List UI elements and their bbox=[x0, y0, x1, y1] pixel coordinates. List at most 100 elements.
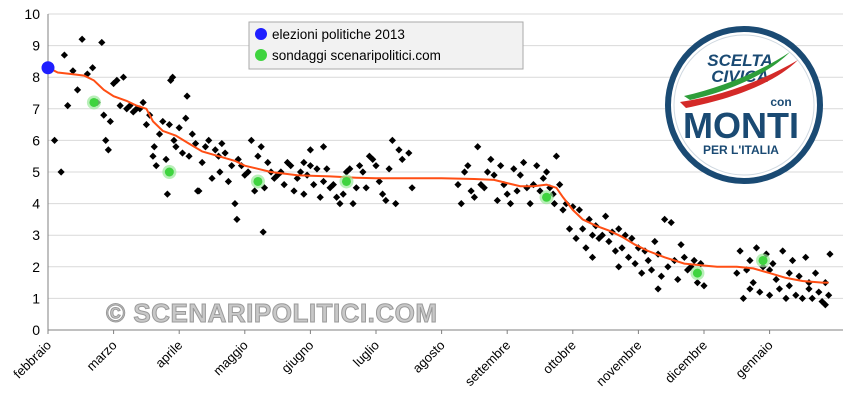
poll-point bbox=[257, 143, 265, 151]
y-axis-tick-labels: 0 1 2 3 4 5 6 7 8 9 10 bbox=[24, 6, 40, 338]
poll-point bbox=[113, 76, 121, 84]
poll-point bbox=[362, 184, 370, 192]
poll-point bbox=[483, 168, 492, 176]
poll-point bbox=[493, 196, 501, 205]
poll-point bbox=[562, 200, 570, 208]
poll-point bbox=[98, 38, 106, 47]
poll-point bbox=[631, 260, 639, 268]
poll-point bbox=[739, 294, 747, 302]
poll-point bbox=[224, 177, 232, 186]
x-tick-label: ottobre bbox=[540, 338, 579, 377]
y-tick-label: 4 bbox=[32, 196, 40, 212]
poll-point bbox=[602, 212, 610, 220]
poll-point bbox=[60, 51, 68, 59]
poll-point bbox=[615, 225, 623, 233]
poll-point bbox=[533, 162, 541, 170]
poll-point bbox=[57, 168, 65, 176]
poll-point bbox=[104, 146, 112, 154]
logo-text-civica: CIVICA bbox=[711, 67, 769, 86]
poll-point bbox=[102, 136, 110, 144]
poll-point bbox=[73, 86, 82, 94]
poll-point bbox=[211, 146, 219, 154]
poll-point bbox=[700, 282, 708, 290]
poll-point bbox=[516, 171, 524, 179]
poll-point bbox=[693, 279, 702, 287]
poll-point bbox=[198, 158, 206, 167]
poll-point bbox=[644, 256, 652, 265]
poll-point bbox=[513, 187, 521, 195]
y-tick-label: 8 bbox=[32, 69, 40, 85]
logo-text-per-litalia: PER L'ITALIA bbox=[703, 143, 779, 157]
poll-point bbox=[150, 143, 158, 151]
poll-point bbox=[274, 171, 282, 179]
poll-point bbox=[766, 266, 774, 274]
poll-point bbox=[477, 181, 485, 189]
poll-point bbox=[290, 187, 298, 195]
poll-point bbox=[326, 184, 334, 192]
x-tick-label: novembre bbox=[593, 338, 644, 389]
poll-point bbox=[159, 117, 167, 126]
poll-point bbox=[149, 152, 157, 160]
y-tick-label: 9 bbox=[32, 38, 40, 54]
poll-point bbox=[172, 143, 180, 151]
poll-point bbox=[474, 143, 482, 151]
poll-point bbox=[651, 237, 659, 246]
poll-point bbox=[185, 152, 193, 160]
poll-point bbox=[510, 165, 518, 173]
poll-point bbox=[690, 256, 698, 265]
poll-point bbox=[208, 174, 216, 182]
poll-point bbox=[287, 162, 295, 170]
poll-point bbox=[769, 260, 777, 268]
poll-point bbox=[162, 155, 170, 163]
poll-point bbox=[654, 285, 662, 293]
poll-point bbox=[163, 190, 171, 198]
legend-box bbox=[248, 21, 524, 70]
poll-point bbox=[405, 149, 413, 157]
elezioni-point bbox=[41, 61, 55, 75]
poll-point bbox=[575, 206, 583, 214]
poll-point bbox=[296, 168, 305, 176]
poll-point bbox=[588, 231, 597, 239]
poll-point bbox=[572, 234, 580, 242]
poll-point bbox=[657, 272, 665, 280]
poll-point bbox=[388, 136, 396, 144]
y-tick-label: 1 bbox=[32, 290, 40, 306]
poll-point bbox=[254, 152, 262, 160]
poll-point bbox=[628, 234, 636, 242]
poll-point bbox=[201, 143, 210, 151]
poll-point bbox=[167, 76, 175, 84]
x-tick-label: giugno bbox=[278, 338, 316, 376]
elezioni-point-marker bbox=[41, 61, 55, 75]
poll-point bbox=[310, 181, 318, 189]
poll-point bbox=[788, 256, 797, 265]
poll-point bbox=[559, 206, 567, 214]
poll-point bbox=[152, 162, 160, 170]
poll-point bbox=[490, 171, 498, 179]
legend-label-sondaggi: sondaggi scenaripolitici.com bbox=[272, 48, 441, 63]
x-axis-tick-labels: febbraio marzo aprile maggio giugno luglio ago… bbox=[10, 330, 776, 389]
poll-point bbox=[542, 168, 551, 176]
poll-point bbox=[188, 130, 196, 138]
y-tick-label: 7 bbox=[32, 101, 40, 117]
poll-point bbox=[316, 193, 324, 201]
legend: elezioni politiche 2013 sondaggi scenari… bbox=[248, 21, 524, 70]
poll-point bbox=[664, 263, 672, 271]
poll-point bbox=[336, 200, 344, 208]
poll-point bbox=[142, 121, 150, 129]
poll-point bbox=[611, 247, 620, 255]
poll-point bbox=[182, 114, 190, 122]
y-tick-label: 2 bbox=[32, 259, 40, 275]
poll-point bbox=[398, 155, 406, 163]
poll-point bbox=[579, 225, 587, 233]
poll-point bbox=[251, 187, 259, 195]
poll-point bbox=[766, 291, 774, 299]
x-tick-label: luglio bbox=[350, 338, 382, 370]
poll-point bbox=[497, 162, 505, 170]
x-tick-label: dicembre bbox=[662, 338, 710, 386]
poll-point bbox=[300, 190, 308, 198]
poll-point bbox=[634, 244, 642, 252]
poll-point bbox=[661, 215, 669, 223]
poll-point bbox=[218, 139, 226, 148]
y-tick-label: 3 bbox=[32, 227, 40, 243]
poll-point bbox=[647, 266, 656, 274]
